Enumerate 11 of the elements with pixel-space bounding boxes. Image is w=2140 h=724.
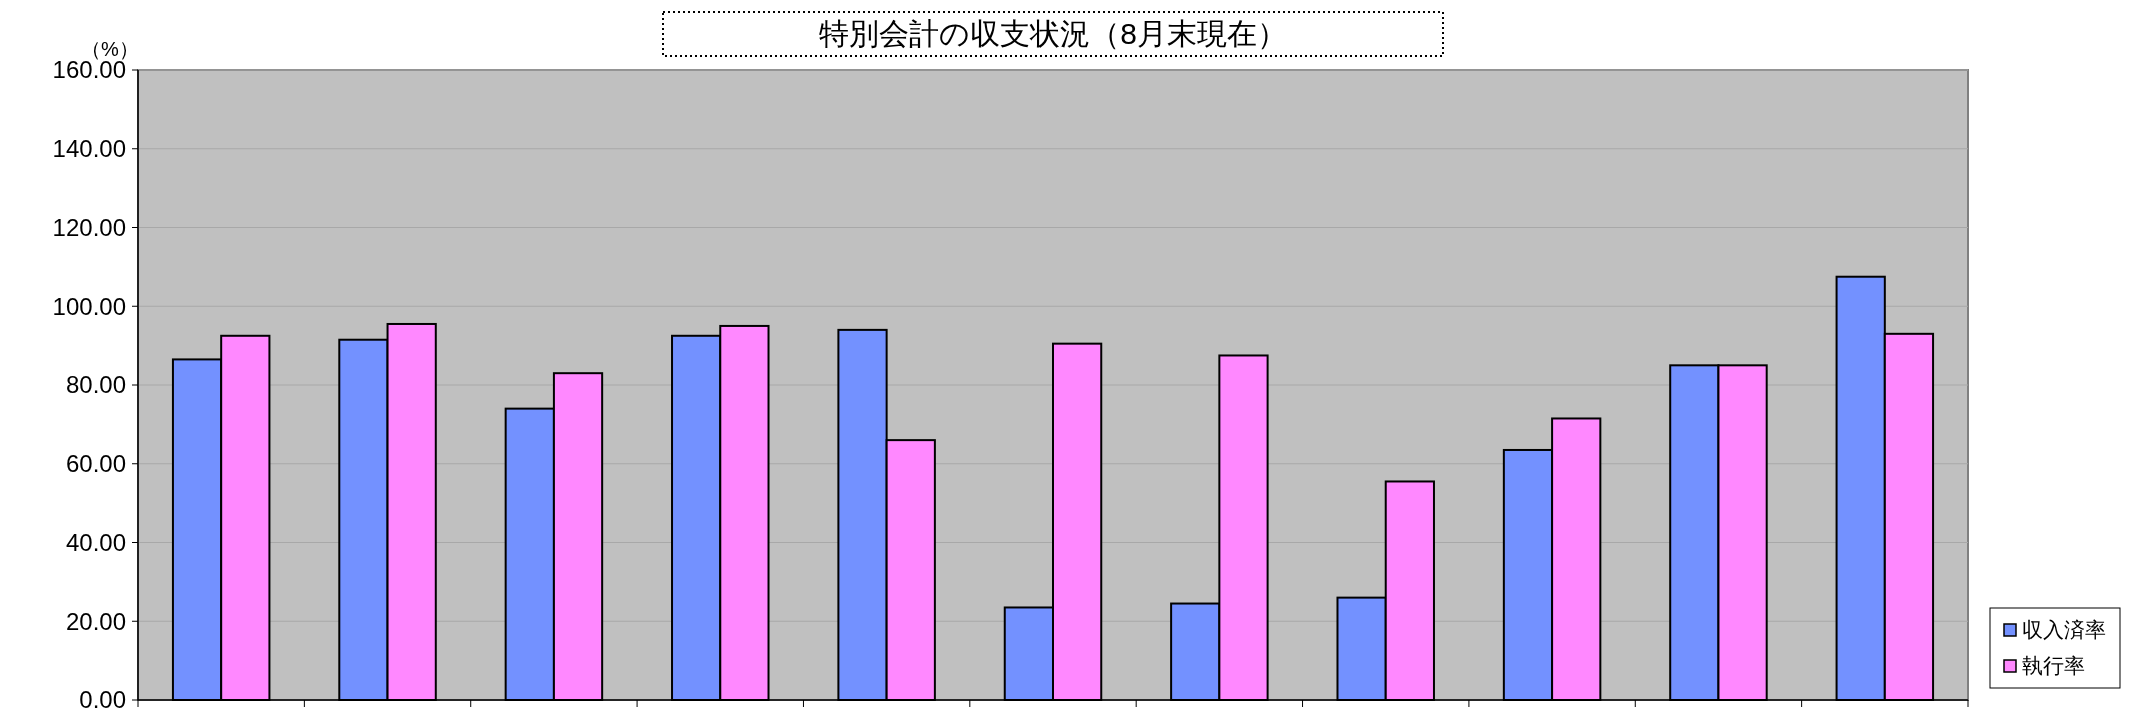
- y-tick-label: 140.00: [52, 135, 126, 163]
- y-tick-label: 60.00: [65, 450, 126, 478]
- y-tick-label: 20.00: [65, 607, 126, 635]
- y-tick-label: 40.00: [65, 528, 126, 556]
- y-tick-label: 0.00: [79, 686, 126, 714]
- legend-label: 執行率: [2022, 654, 2085, 678]
- legend-label: 収入済率: [2022, 618, 2106, 642]
- y-tick-label: 100.00: [52, 292, 126, 320]
- y-tick-label: 120.00: [52, 213, 126, 241]
- y-tick-label: 80.00: [65, 371, 126, 399]
- chart-title: 特別会計の収支状況（8月末現在）: [819, 17, 1287, 50]
